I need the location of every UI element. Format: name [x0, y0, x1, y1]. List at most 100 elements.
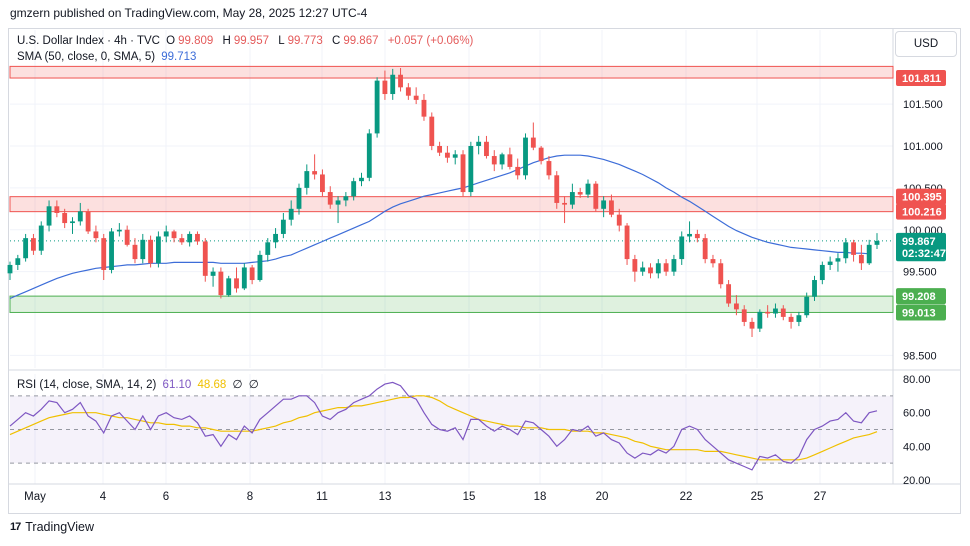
price-change: +0.057 (+0.06%): [387, 35, 474, 47]
candle-body: [507, 154, 513, 167]
currency-button[interactable]: USD: [895, 31, 957, 57]
candle-body: [265, 242, 271, 255]
candle: [702, 233, 708, 264]
candle-body: [405, 87, 411, 96]
candle: [671, 254, 677, 276]
candle: [390, 68, 396, 100]
price-label: 100.216: [896, 203, 946, 220]
symbol-name[interactable]: U.S. Dollar Index · 4h · TVC: [17, 35, 160, 47]
candle-body: [788, 316, 794, 322]
candle: [31, 233, 36, 255]
candle-body: [585, 183, 591, 195]
candle: [218, 267, 224, 299]
candle-body: [733, 303, 739, 310]
candle-body: [702, 238, 708, 260]
candle-body: [218, 271, 224, 296]
ohlc-high: H 99.957: [222, 35, 270, 47]
price-tick-label: 98.500: [903, 350, 937, 362]
candle: [312, 154, 318, 180]
candle-body: [718, 263, 724, 285]
candle: [866, 239, 872, 265]
candle-body: [554, 175, 560, 203]
candle-body: [546, 161, 552, 176]
candle-body: [62, 213, 68, 224]
candle-body: [234, 278, 239, 289]
candle: [538, 145, 544, 165]
candle-body: [648, 267, 653, 274]
candle: [273, 228, 278, 249]
tradingview-footer[interactable]: 17 TradingView: [10, 520, 94, 534]
candle-body: [31, 238, 36, 251]
candle-body: [343, 196, 349, 201]
candle: [429, 112, 435, 151]
candle-body: [335, 200, 341, 205]
candle-body: [320, 174, 325, 193]
rsi-line: [9, 381, 878, 471]
publish-info: gmzern published on TradingView.com, May…: [10, 6, 368, 20]
candle: [77, 202, 83, 226]
ohlc-close: C 99.867: [332, 35, 379, 47]
sma-legend[interactable]: SMA (50, close, 0, SMA, 5) 99.713: [17, 51, 199, 63]
candle-body: [163, 231, 169, 237]
candle-body: [54, 206, 60, 213]
candle-body: [812, 280, 817, 297]
candle-body: [491, 156, 497, 165]
candle-body: [632, 259, 638, 272]
candle: [23, 233, 29, 262]
candle: [491, 150, 497, 172]
candle: [796, 311, 802, 327]
candle-body: [38, 225, 44, 251]
candle: [476, 135, 482, 155]
sma-value: 99.713: [161, 51, 197, 63]
candle: [554, 171, 560, 209]
candle-body: [468, 145, 474, 193]
price-label-text: 100.216: [902, 207, 942, 219]
candle-body: [616, 214, 622, 226]
candle: [827, 256, 833, 270]
candle: [499, 152, 505, 170]
time-tick-label: 20: [596, 491, 609, 503]
candle: [788, 313, 794, 329]
time-tick-label: 25: [751, 491, 764, 503]
candle: [616, 208, 622, 232]
candle: [780, 305, 786, 321]
candle: [632, 254, 638, 282]
candle-body: [851, 242, 856, 255]
price-label-box: [896, 245, 946, 262]
candle: [374, 77, 380, 138]
candle-body: [874, 240, 880, 245]
candle: [515, 158, 521, 180]
candle-body: [476, 141, 482, 146]
candle: [460, 150, 466, 197]
candle: [15, 254, 21, 270]
candle-body: [694, 233, 700, 239]
candle-body: [148, 239, 154, 264]
resistance-zone: [9, 65, 894, 79]
candle-body: [288, 208, 294, 220]
candle-body: [241, 267, 247, 289]
candle: [171, 229, 177, 243]
candle-body: [226, 278, 232, 296]
candle-body: [765, 311, 771, 314]
rsi-extra-1: ∅: [232, 379, 243, 391]
candle-body: [109, 231, 114, 270]
candle: [640, 261, 646, 276]
candle: [257, 250, 263, 282]
candle: [163, 225, 169, 243]
candle: [343, 192, 349, 207]
candle: [507, 147, 513, 170]
price-label-box: [896, 232, 946, 249]
price-label-text: 02:32:47: [902, 248, 946, 260]
candle: [765, 305, 771, 318]
candle-body: [569, 192, 575, 205]
candle: [710, 254, 716, 268]
candle: [773, 303, 778, 318]
sma-50-line: [9, 154, 870, 300]
candle-body: [304, 171, 310, 188]
candle: [819, 261, 825, 285]
candle-body: [257, 254, 263, 281]
candle-body: [452, 154, 458, 158]
rsi-legend[interactable]: RSI (14, close, SMA, 14, 2) 61.10 48.68 …: [17, 377, 262, 391]
price-label-box: [896, 288, 946, 305]
